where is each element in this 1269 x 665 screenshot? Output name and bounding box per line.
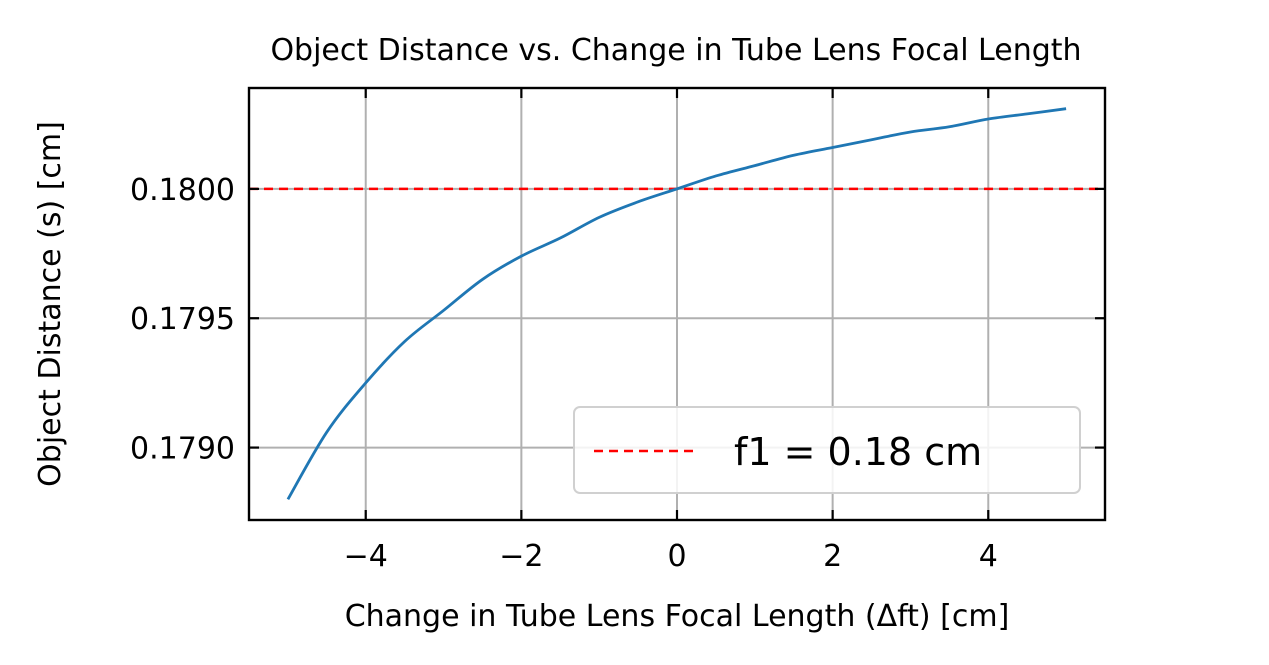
series-group (286, 107, 1067, 501)
y-tick-label: 0.1790 (130, 432, 235, 467)
axes-frame (247, 86, 1107, 522)
y-tick-label: 0.1800 (130, 173, 235, 208)
y-axis-label: Object Distance (s) [cm] (33, 121, 68, 487)
chart-title: Object Distance vs. Change in Tube Lens … (270, 33, 1081, 68)
series-line-object-distance (286, 107, 1067, 501)
x-tick-label: −2 (499, 539, 543, 574)
x-axis-label: Change in Tube Lens Focal Length (Δft) [… (345, 599, 1010, 634)
x-tick-label: 2 (823, 539, 842, 574)
x-tick-label: 0 (667, 539, 686, 574)
x-tick-label: −4 (344, 539, 388, 574)
legend: f1 = 0.18 cm (573, 406, 1081, 494)
legend-box (573, 406, 1081, 494)
y-tick-label: 0.1795 (130, 302, 235, 337)
ticks: −4 −2 0 2 4 0.1790 0.1795 0.1800 (130, 88, 1105, 574)
legend-entry-f1: f1 = 0.18 cm (734, 430, 982, 474)
x-tick-label: 4 (979, 539, 998, 574)
